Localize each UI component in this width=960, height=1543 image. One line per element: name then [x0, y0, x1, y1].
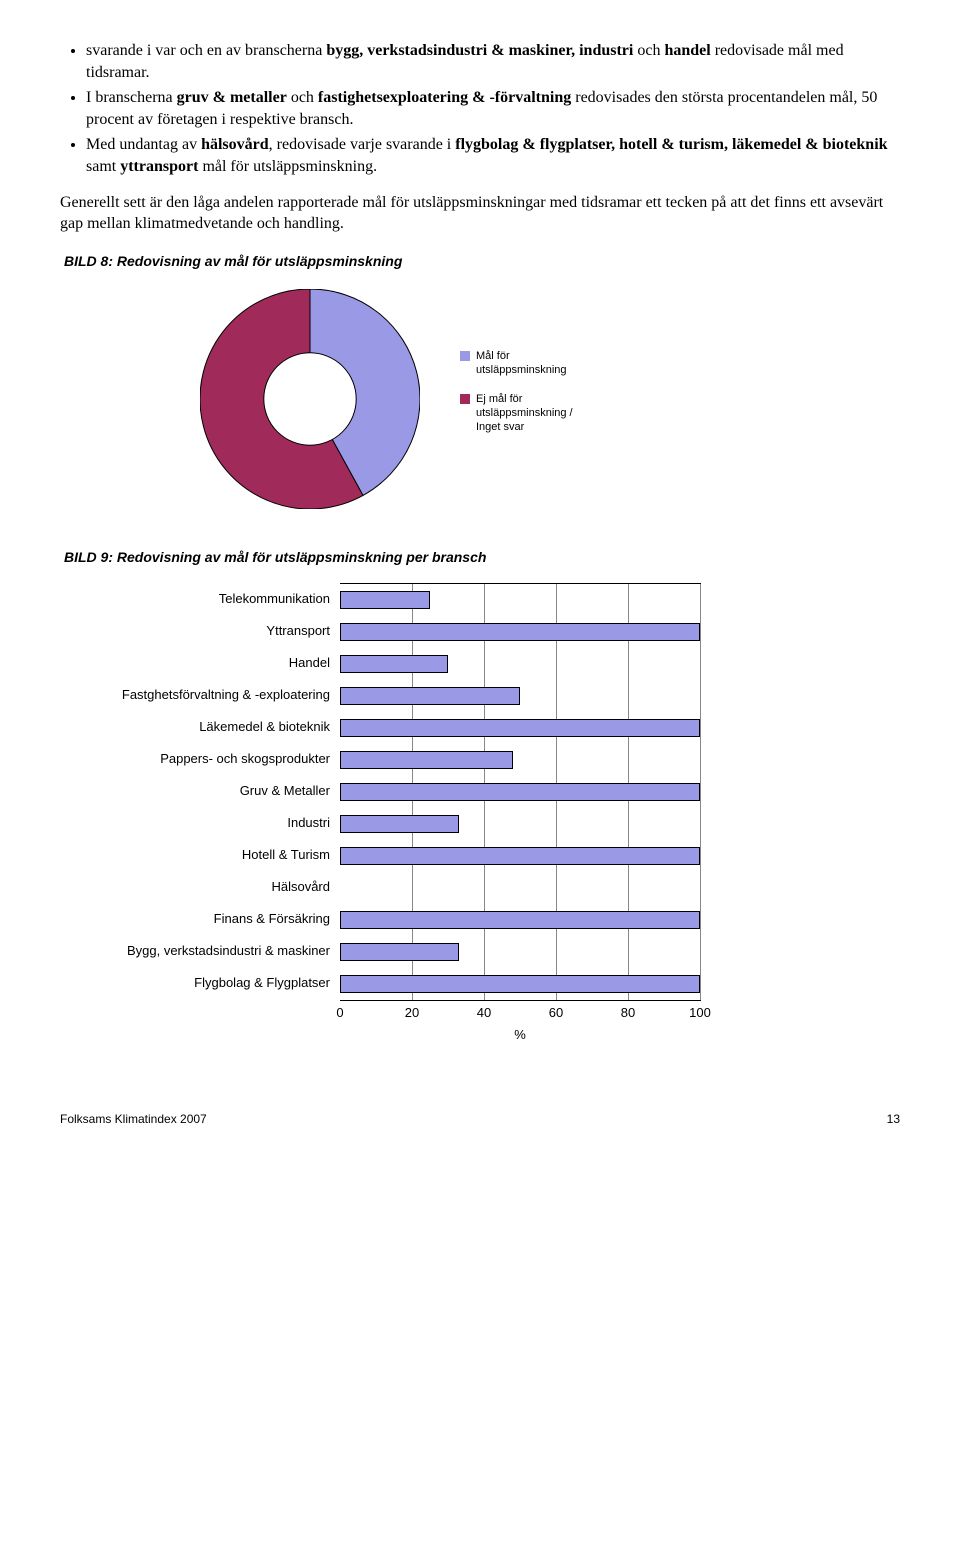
bar-rect: [340, 975, 700, 993]
x-tick-label: 20: [405, 1005, 419, 1020]
donut-hole: [264, 353, 356, 445]
bar-rect: [340, 815, 459, 833]
bar-chart: TelekommunikationYttransportHandelFastgh…: [120, 583, 900, 1042]
text: och: [633, 42, 664, 59]
x-tick-label: 40: [477, 1005, 491, 1020]
bar-category-label: Flygbolag & Flygplatser: [120, 967, 340, 999]
x-tick-label: 60: [549, 1005, 563, 1020]
bar-rect: [340, 783, 700, 801]
bullet-item: svarande i var och en av branscherna byg…: [86, 40, 900, 83]
footer-left: Folksams Klimatindex 2007: [60, 1112, 207, 1126]
bar-rect: [340, 655, 448, 673]
text: svarande i var och en av branscherna: [86, 42, 326, 59]
text: Med undantag av: [86, 136, 201, 153]
chart9-caption: BILD 9: Redovisning av mål för utsläppsm…: [64, 549, 900, 565]
legend-label: Ej mål förutsläppsminskning /Inget svar: [476, 392, 573, 435]
bar-rect: [340, 943, 459, 961]
bar-rect: [340, 911, 700, 929]
bar-rect: [340, 591, 430, 609]
bar-category-label: Läkemedel & bioteknik: [120, 711, 340, 743]
bar-category-label: Telekommunikation: [120, 583, 340, 615]
donut-chart: [200, 289, 420, 509]
bullet-item: I branscherna gruv & metaller och fastig…: [86, 87, 900, 130]
text-bold: flygbolag & flygplatser, hotell & turism…: [455, 136, 887, 153]
bar-rect: [340, 751, 513, 769]
bar-category-label: Industri: [120, 807, 340, 839]
page-footer: Folksams Klimatindex 2007 13: [60, 1112, 900, 1126]
bar-rect: [340, 847, 700, 865]
bullet-list: svarande i var och en av branscherna byg…: [60, 40, 900, 178]
text-bold: hälsovård: [201, 136, 269, 153]
bar-category-label: Yttransport: [120, 615, 340, 647]
gridline: [700, 584, 701, 1000]
text-bold: fastighetsexploatering & -förvaltning: [318, 89, 571, 106]
bar-category-label: Gruv & Metaller: [120, 775, 340, 807]
bar-category-label: Pappers- och skogsprodukter: [120, 743, 340, 775]
footer-right: 13: [887, 1112, 900, 1126]
bar-rect: [340, 623, 700, 641]
legend-item: Ej mål förutsläppsminskning /Inget svar: [460, 392, 573, 435]
text-bold: yttransport: [120, 158, 198, 175]
bullet-item: Med undantag av hälsovård, redovisade va…: [86, 134, 900, 177]
bar-rect: [340, 687, 520, 705]
x-tick-label: 80: [621, 1005, 635, 1020]
x-tick-label: 0: [336, 1005, 343, 1020]
text: samt: [86, 158, 120, 175]
bar-plot-area: [340, 583, 701, 1001]
bar-category-label: Handel: [120, 647, 340, 679]
text: mål för utsläppsminskning.: [198, 158, 377, 175]
paragraph: Generellt sett är den låga andelen rappo…: [60, 192, 900, 235]
text-bold: bygg, verkstadsindustri & maskiner, indu…: [326, 42, 633, 59]
bar-category-label: Finans & Försäkring: [120, 903, 340, 935]
legend-swatch: [460, 351, 470, 361]
bar-x-axis: 020406080100: [340, 1001, 700, 1023]
donut-legend: Mål förutsläppsminskning Ej mål förutsläp…: [460, 349, 573, 448]
donut-chart-block: Mål förutsläppsminskning Ej mål förutsläp…: [200, 289, 900, 509]
text: I branscherna: [86, 89, 177, 106]
bar-category-label: Hälsovård: [120, 871, 340, 903]
bar-category-label: Hotell & Turism: [120, 839, 340, 871]
text: och: [287, 89, 318, 106]
legend-swatch: [460, 394, 470, 404]
text: , redovisade varje svarande i: [269, 136, 456, 153]
text-bold: gruv & metaller: [177, 89, 287, 106]
legend-item: Mål förutsläppsminskning: [460, 349, 573, 378]
legend-label: Mål förutsläppsminskning: [476, 349, 567, 378]
chart8-caption: BILD 8: Redovisning av mål för utsläppsm…: [64, 253, 900, 269]
bar-category-label: Fastghetsförvaltning & -exploatering: [120, 679, 340, 711]
bar-rect: [340, 719, 700, 737]
text-bold: handel: [664, 42, 710, 59]
x-tick-label: 100: [689, 1005, 711, 1020]
bar-category-label: Bygg, verkstadsindustri & maskiner: [120, 935, 340, 967]
bar-x-label: %: [340, 1027, 700, 1042]
bar-chart-block: TelekommunikationYttransportHandelFastgh…: [120, 583, 900, 1042]
